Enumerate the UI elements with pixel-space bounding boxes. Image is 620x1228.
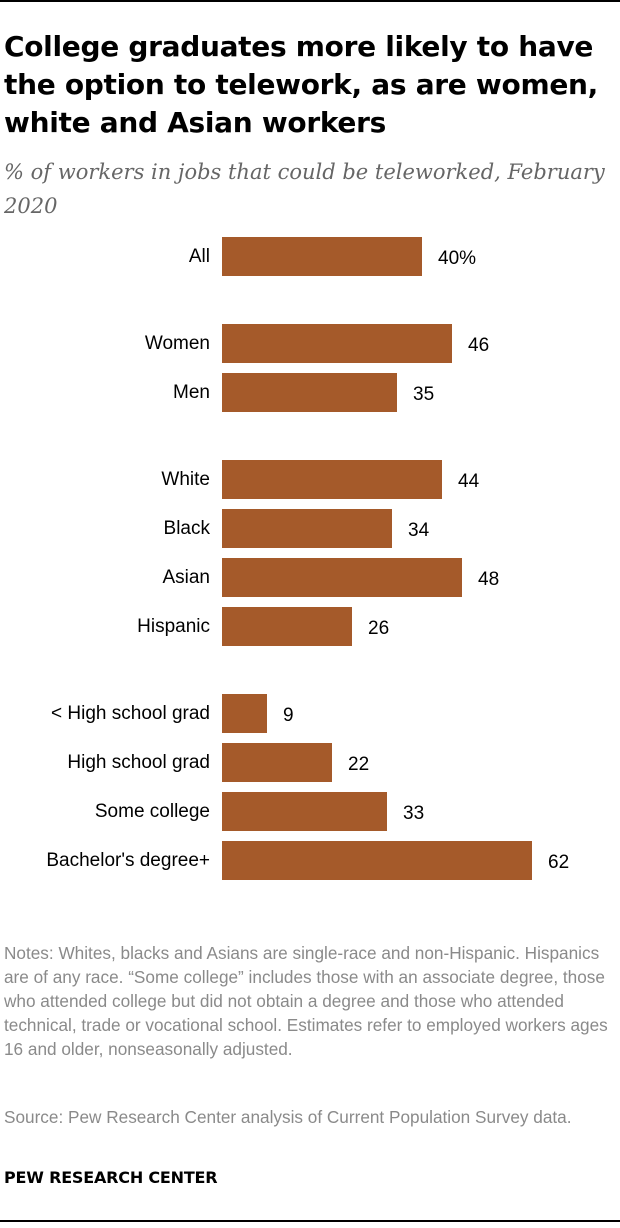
category-label-black: Black	[164, 518, 211, 539]
bar-all	[222, 237, 422, 276]
category-label-some-college: Some college	[95, 801, 210, 822]
category-label-all: All	[189, 246, 210, 267]
value-label-men: 35	[413, 384, 434, 405]
chart-title: College graduates more likely to have th…	[4, 30, 598, 139]
value-label-some-college: 33	[403, 803, 424, 824]
category-label-white: White	[161, 469, 210, 490]
bottom-rule	[0, 1220, 620, 1222]
category-label-high-school-grad: High school grad	[67, 752, 210, 773]
value-label-high-school-grad: 9	[283, 705, 294, 726]
value-label-hispanic: 26	[368, 618, 389, 639]
bar-bachelor-s-degree	[222, 841, 532, 880]
chart-subtitle: % of workers in jobs that could be telew…	[4, 160, 605, 218]
bar-black	[222, 509, 392, 548]
category-label-hispanic: Hispanic	[137, 616, 210, 637]
value-label-asian: 48	[478, 569, 499, 590]
chart-notes: Notes: Whites, blacks and Asians are sin…	[4, 943, 608, 1059]
category-label-asian: Asian	[162, 567, 210, 588]
top-rule	[0, 0, 620, 2]
org-name: PEW RESEARCH CENTER	[4, 1168, 218, 1187]
bar-high-school-grad	[222, 743, 332, 782]
bar-high-school-grad	[222, 694, 267, 733]
value-label-women: 46	[468, 335, 489, 356]
bar-hispanic	[222, 607, 352, 646]
chart-source: Source: Pew Research Center analysis of …	[4, 1107, 572, 1127]
bar-white	[222, 460, 442, 499]
bar-chart: All 40% Women 46 Men 35 White 44 Black 34 Asian 48 H…	[46, 237, 569, 880]
value-label-white: 44	[458, 471, 480, 492]
value-label-black: 34	[408, 520, 430, 541]
category-label-women: Women	[145, 333, 210, 354]
bar-men	[222, 373, 397, 412]
bar-asian	[222, 558, 462, 597]
bar-women	[222, 324, 452, 363]
category-label-high-school-grad: < High school grad	[51, 703, 210, 724]
value-label-high-school-grad: 22	[348, 754, 369, 775]
category-label-bachelor-s-degree: Bachelor's degree+	[46, 850, 210, 871]
bar-some-college	[222, 792, 387, 831]
value-label-all: 40%	[438, 248, 476, 269]
category-label-men: Men	[173, 382, 210, 403]
value-label-bachelor-s-degree: 62	[548, 852, 569, 873]
